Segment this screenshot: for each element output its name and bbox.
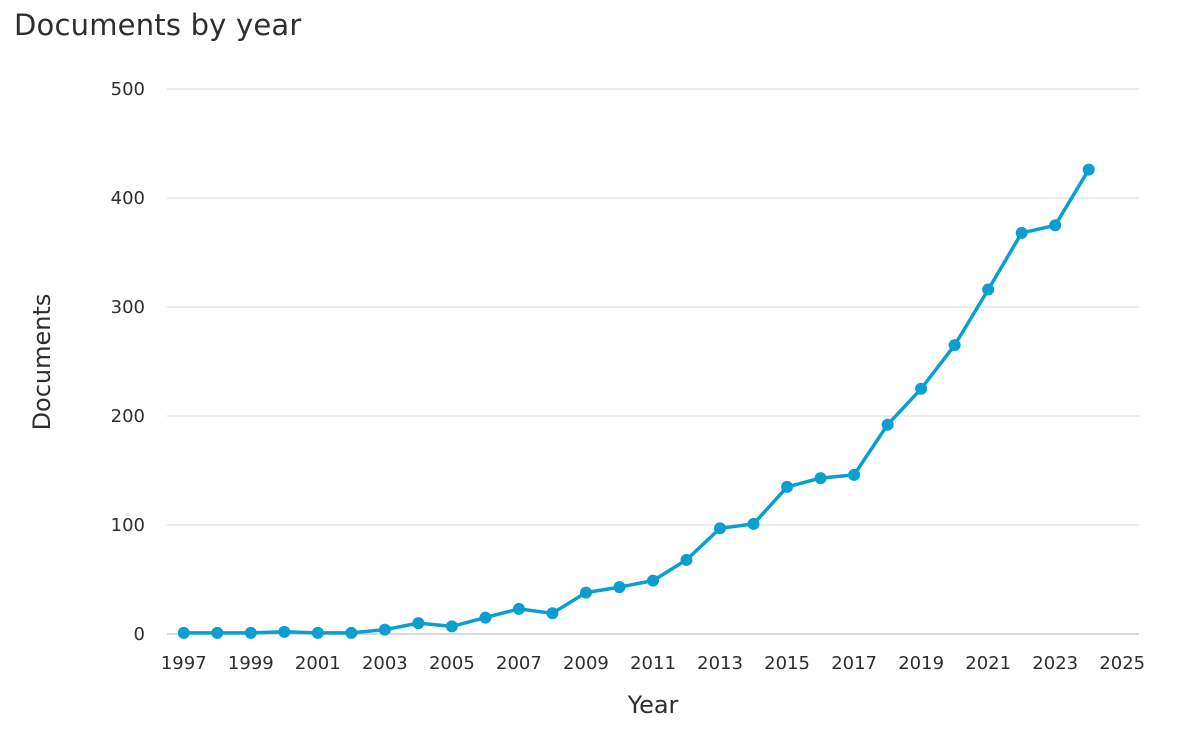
y-tick-label: 300 bbox=[111, 297, 145, 318]
x-axis-ticks: 1997 1999 2001 2003 2005 2007 2009 2011 2013 2015… bbox=[161, 653, 1145, 674]
data-point[interactable] bbox=[781, 480, 794, 493]
data-point[interactable] bbox=[982, 283, 995, 296]
data-point[interactable] bbox=[1015, 226, 1028, 239]
x-tick-label: 2003 bbox=[362, 653, 408, 674]
x-tick-label: 2007 bbox=[496, 653, 542, 674]
data-point[interactable] bbox=[747, 517, 760, 530]
data-point[interactable] bbox=[244, 626, 257, 639]
y-tick-label: 500 bbox=[111, 79, 145, 100]
y-tick-label: 100 bbox=[111, 515, 145, 536]
x-axis-title: Year bbox=[627, 691, 679, 719]
data-point[interactable] bbox=[948, 339, 961, 352]
y-axis-title: Documents bbox=[28, 294, 56, 431]
y-axis-ticks: 0 100 200 300 400 500 bbox=[111, 79, 145, 645]
data-point[interactable] bbox=[546, 607, 559, 620]
y-tick-label: 0 bbox=[134, 624, 145, 645]
data-point[interactable] bbox=[814, 472, 827, 485]
x-tick-label: 2021 bbox=[965, 653, 1011, 674]
data-point[interactable] bbox=[378, 623, 391, 636]
y-tick-label: 400 bbox=[111, 188, 145, 209]
x-tick-label: 2017 bbox=[831, 653, 877, 674]
data-point[interactable] bbox=[714, 522, 727, 535]
data-point[interactable] bbox=[445, 620, 458, 633]
x-tick-label: 2019 bbox=[898, 653, 944, 674]
data-point[interactable] bbox=[613, 581, 626, 594]
data-point[interactable] bbox=[512, 602, 525, 615]
x-tick-label: 2005 bbox=[429, 653, 475, 674]
y-tick-label: 200 bbox=[111, 406, 145, 427]
data-point[interactable] bbox=[345, 626, 358, 639]
x-tick-label: 2023 bbox=[1032, 653, 1078, 674]
data-point[interactable] bbox=[278, 625, 291, 638]
data-point[interactable] bbox=[680, 553, 693, 566]
series-layer bbox=[177, 163, 1095, 639]
x-tick-label: 2011 bbox=[630, 653, 676, 674]
data-point[interactable] bbox=[211, 626, 224, 639]
data-point[interactable] bbox=[647, 574, 659, 587]
chart-title: Documents by year bbox=[14, 8, 302, 42]
x-tick-label: 2009 bbox=[563, 653, 609, 674]
x-tick-label: 1999 bbox=[228, 653, 274, 674]
data-point[interactable] bbox=[1049, 219, 1062, 232]
data-point[interactable] bbox=[579, 586, 592, 599]
x-tick-label: 2013 bbox=[697, 653, 743, 674]
x-tick-label: 2001 bbox=[295, 653, 341, 674]
data-point[interactable] bbox=[311, 626, 324, 639]
gridlines bbox=[167, 88, 1139, 635]
data-point[interactable] bbox=[881, 418, 894, 431]
data-point[interactable] bbox=[848, 468, 861, 481]
x-tick-label: 1997 bbox=[161, 653, 207, 674]
data-point[interactable] bbox=[915, 382, 928, 395]
data-point[interactable] bbox=[479, 611, 492, 624]
data-point[interactable] bbox=[1082, 163, 1095, 176]
data-point[interactable] bbox=[412, 617, 425, 630]
data-point[interactable] bbox=[177, 626, 190, 639]
x-tick-label: 2015 bbox=[764, 653, 810, 674]
series-line bbox=[182, 167, 1091, 635]
x-tick-label: 2025 bbox=[1099, 653, 1145, 674]
